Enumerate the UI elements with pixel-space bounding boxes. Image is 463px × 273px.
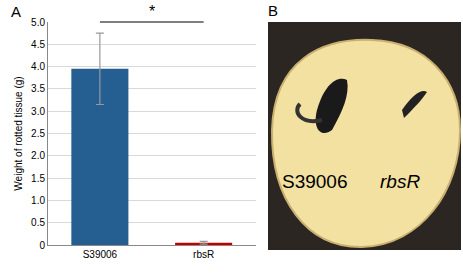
svg-text:4.5: 4.5 <box>31 39 45 50</box>
svg-text:5.0: 5.0 <box>31 17 45 28</box>
svg-text:3.5: 3.5 <box>31 83 45 94</box>
svg-text:rbsR: rbsR <box>380 171 420 192</box>
svg-text:4.0: 4.0 <box>31 61 45 72</box>
svg-text:0: 0 <box>39 240 45 251</box>
svg-text:1.0: 1.0 <box>31 195 45 206</box>
svg-text:rbsR: rbsR <box>193 249 214 260</box>
svg-text:Weight of rotted tissue (g): Weight of rotted tissue (g) <box>13 76 24 190</box>
svg-text:0.5: 0.5 <box>31 217 45 228</box>
svg-text:S39006: S39006 <box>83 249 118 260</box>
svg-text:A: A <box>11 3 21 20</box>
svg-text:B: B <box>268 2 278 19</box>
svg-text:3.0: 3.0 <box>31 106 45 117</box>
svg-text:2.5: 2.5 <box>31 128 45 139</box>
svg-text:2.0: 2.0 <box>31 150 45 161</box>
svg-text:*: * <box>149 3 155 20</box>
svg-text:1.5: 1.5 <box>31 173 45 184</box>
svg-text:S39006: S39006 <box>282 171 348 192</box>
